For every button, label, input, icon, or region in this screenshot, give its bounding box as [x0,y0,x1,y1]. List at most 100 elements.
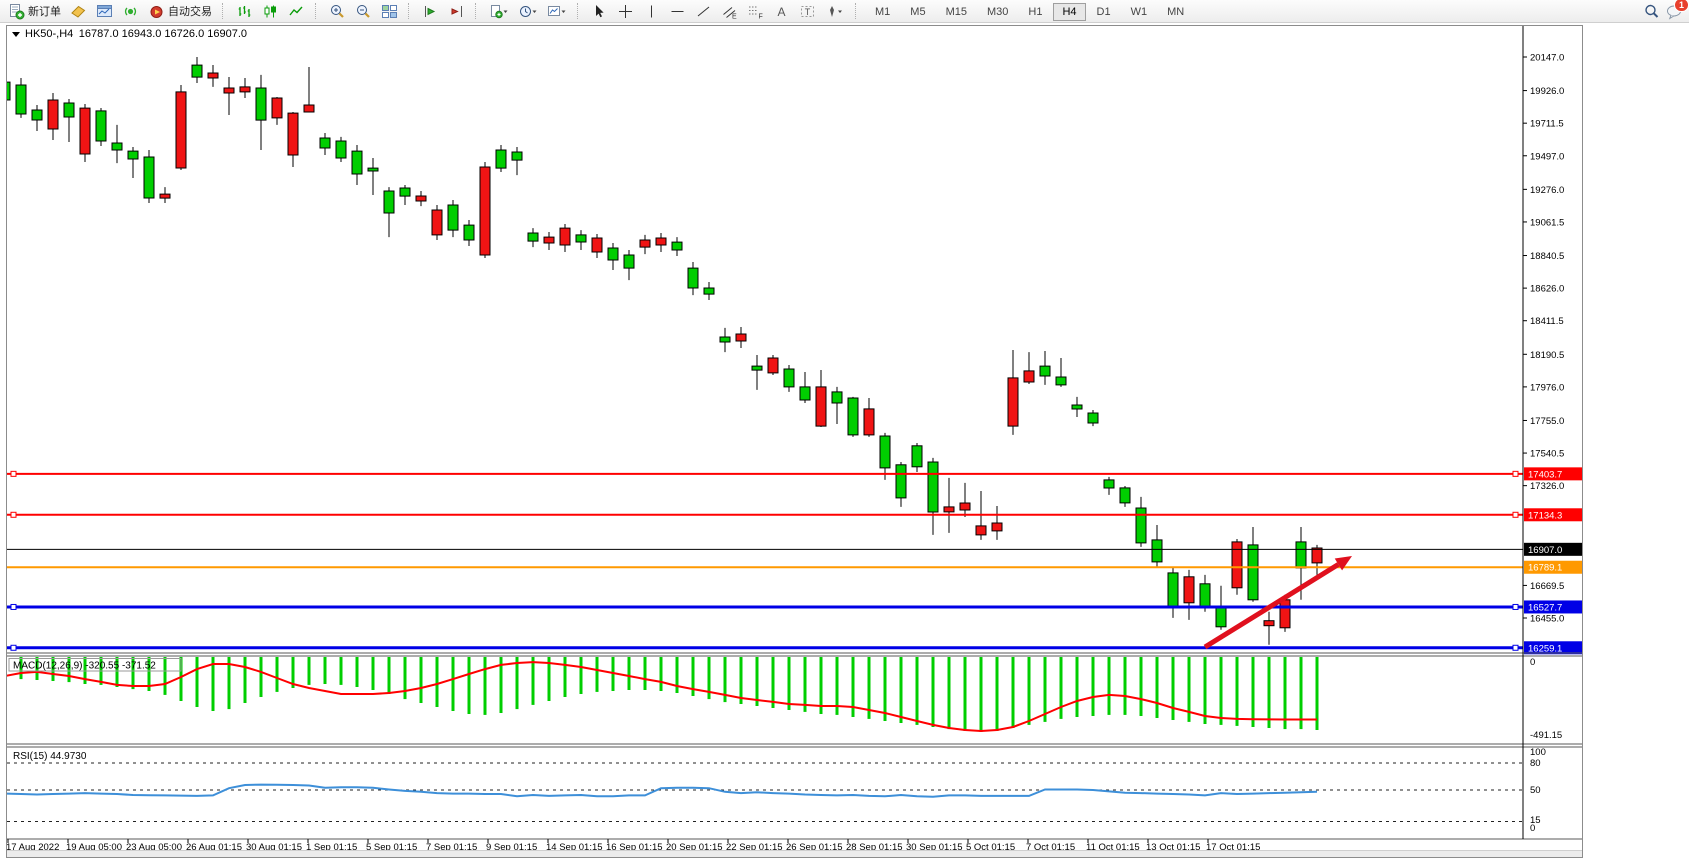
chart-shift-icon [451,5,462,17]
horizontal-line-tool-button[interactable] [665,1,690,21]
horizontal-scrollbar[interactable] [7,850,1582,857]
svg-text:16669.5: 16669.5 [1530,581,1564,592]
new-order-icon [10,3,25,19]
auto-trading-button[interactable]: 自动交易 [144,1,216,21]
trendline-tool-button[interactable] [691,1,716,21]
clock-icon [520,5,537,17]
horizontal-lines: 17403.7 17134.3 16907.0 16789.1 16527.7 16259… [7,467,1582,655]
svg-text:19061.5: 19061.5 [1530,217,1564,228]
svg-text:16455.0: 16455.0 [1530,614,1564,625]
text-label-tool-button[interactable]: T [795,1,820,21]
svg-text:26 Aug 01:15: 26 Aug 01:15 [186,842,242,852]
timeframe-W1[interactable]: W1 [1122,3,1157,21]
auto-scroll-icon [425,5,436,17]
search-icon [1645,4,1659,18]
svg-text:F: F [759,13,763,20]
tile-windows-icon [382,4,397,18]
svg-text:E: E [732,13,737,20]
svg-text:17755.0: 17755.0 [1530,416,1564,427]
new-order-label: 新订单 [28,6,61,18]
svg-text:17 Oct 01:15: 17 Oct 01:15 [1206,842,1260,852]
line-chart-icon [289,6,303,15]
text-label-icon: T [801,5,814,17]
market-watch-icon [71,5,86,18]
horizontal-line-icon [671,10,684,12]
timeframe-M1[interactable]: M1 [866,3,899,21]
timeframe-M5[interactable]: M5 [901,3,934,21]
svg-text:50: 50 [1530,785,1541,796]
new-order-button[interactable]: 新订单 [4,1,65,21]
timeframe-H1[interactable]: H1 [1019,3,1051,21]
notifications-button[interactable]: 1 [1665,0,1689,20]
svg-text:9 Sep 01:15: 9 Sep 01:15 [486,842,537,852]
crosshair-tool-button[interactable] [613,1,638,21]
auto-trading-label: 自动交易 [168,6,212,18]
bar-chart-button[interactable] [232,1,257,21]
svg-text:19276.0: 19276.0 [1530,185,1564,196]
arrows-tool-button[interactable] [821,1,849,21]
vertical-line-tool-button[interactable] [639,1,664,21]
svg-text:19 Aug 05:00: 19 Aug 05:00 [66,842,122,852]
auto-trading-icon [150,5,163,18]
templates-button[interactable] [543,1,571,21]
timeframe-MN[interactable]: MN [1158,3,1193,21]
svg-text:18626.0: 18626.0 [1530,284,1564,295]
svg-text:18190.5: 18190.5 [1530,350,1564,361]
trend-arrow [1203,556,1352,650]
main-toolbar: 新订单 自动交易 [0,0,1689,23]
chart-window-icon [97,4,112,17]
periods-button[interactable] [514,1,542,21]
line-chart-button[interactable] [284,1,309,21]
candlestick-chart-button[interactable] [258,1,283,21]
toolbar-separator [855,3,860,19]
text-tool-button[interactable]: A [769,1,794,21]
svg-text:16259.1: 16259.1 [1528,643,1562,654]
toolbar-separator [577,3,582,19]
candlestick-chart-icon [264,5,276,17]
toolbar-separator [475,3,480,19]
svg-text:20147.0: 20147.0 [1530,53,1564,64]
zoom-in-button[interactable] [325,1,350,21]
timeframe-M15[interactable]: M15 [937,3,976,21]
svg-text:22 Sep 01:15: 22 Sep 01:15 [726,842,783,852]
arrows-icon [830,5,842,17]
svg-text:0: 0 [1530,657,1535,668]
equidistant-channel-tool-button[interactable]: E [717,1,742,21]
auto-scroll-button[interactable] [418,1,443,21]
svg-text:17326.0: 17326.0 [1530,481,1564,492]
timeframe-D1[interactable]: D1 [1088,3,1120,21]
svg-text:11 Oct 01:15: 11 Oct 01:15 [1086,842,1140,852]
chart-window-button[interactable] [92,1,117,21]
svg-text:7 Sep 01:15: 7 Sep 01:15 [426,842,477,852]
svg-text:17976.0: 17976.0 [1530,382,1564,393]
zoom-out-button[interactable] [351,1,376,21]
svg-text:16789.1: 16789.1 [1528,563,1562,574]
cursor-icon [596,4,604,17]
toolbar-separator [222,3,227,19]
timeframe-H4[interactable]: H4 [1053,2,1086,21]
cursor-tool-button[interactable] [587,1,612,21]
market-watch-button[interactable] [66,1,91,21]
chart-title [12,32,20,37]
fibonacci-tool-button[interactable]: F [743,1,768,21]
svg-text:19711.5: 19711.5 [1530,119,1564,130]
svg-text:5 Oct 01:15: 5 Oct 01:15 [966,842,1015,852]
svg-text:5 Sep 01:15: 5 Sep 01:15 [366,842,417,852]
timeframe-M30[interactable]: M30 [978,3,1017,21]
tile-windows-button[interactable] [377,1,402,21]
notification-badge: 1 [1673,0,1689,12]
svg-text:18840.5: 18840.5 [1530,251,1564,262]
crosshair-icon [619,4,632,18]
svg-text:26 Sep 01:15: 26 Sep 01:15 [786,842,843,852]
candles [7,57,1323,645]
svg-text:17134.3: 17134.3 [1528,510,1562,521]
template-icon [548,5,566,16]
price-chart[interactable]: 20147.0 19926.0 19711.5 19497.0 19276.0 19061… [7,26,1582,852]
svg-text:16527.7: 16527.7 [1528,602,1562,613]
vertical-line-icon [651,5,652,17]
zoom-in-icon [331,4,344,18]
chart-shift-button[interactable] [444,1,469,21]
search-button[interactable] [1639,1,1664,21]
new-chart-button[interactable] [485,1,513,21]
signals-button[interactable] [118,1,143,21]
